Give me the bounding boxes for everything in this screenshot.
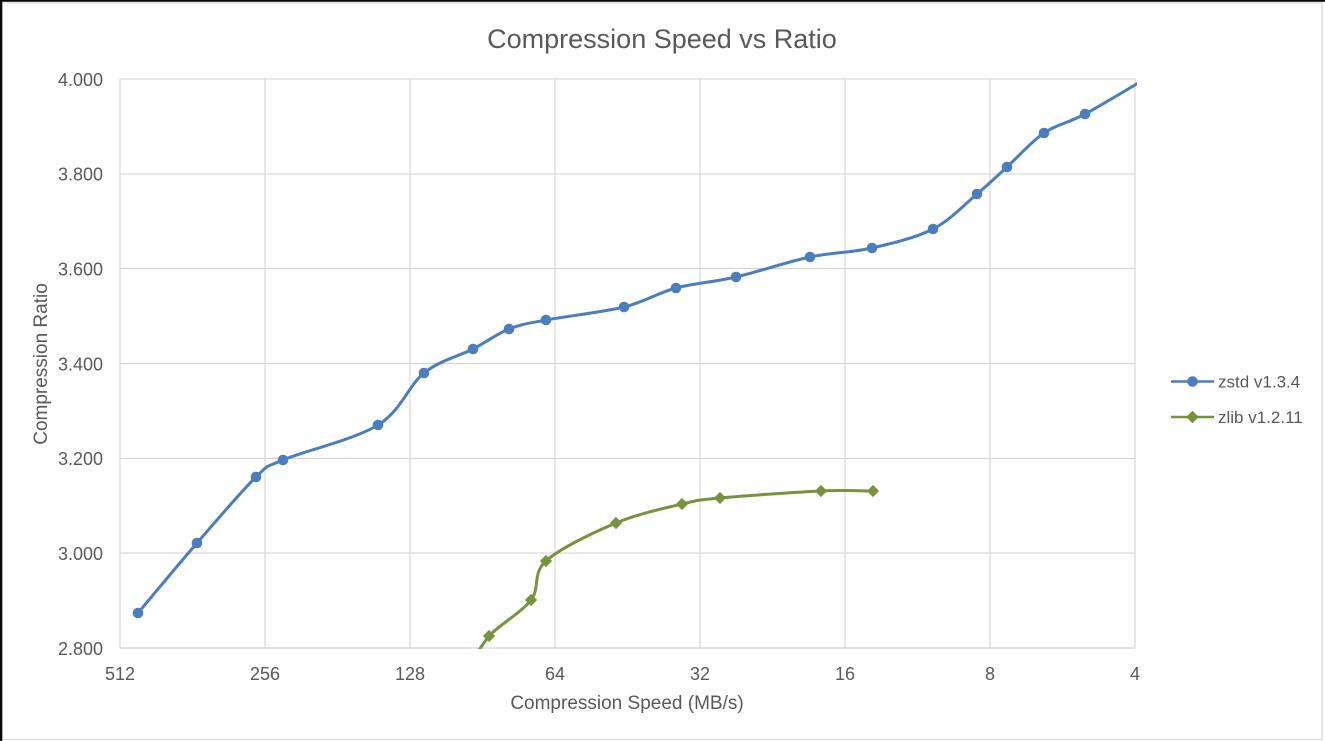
svg-text:32: 32 <box>690 664 710 684</box>
svg-text:128: 128 <box>395 664 425 684</box>
svg-text:Compression Speed vs Ratio: Compression Speed vs Ratio <box>487 24 837 54</box>
svg-text:512: 512 <box>105 664 135 684</box>
svg-text:zlib v1.2.11: zlib v1.2.11 <box>1218 408 1303 427</box>
svg-text:3.800: 3.800 <box>58 165 103 185</box>
svg-text:3.200: 3.200 <box>58 449 103 469</box>
svg-text:64: 64 <box>545 664 565 684</box>
svg-text:4.000: 4.000 <box>58 70 103 90</box>
svg-text:256: 256 <box>250 664 280 684</box>
svg-text:zstd v1.3.4: zstd v1.3.4 <box>1218 373 1300 392</box>
svg-text:8: 8 <box>985 664 995 684</box>
svg-text:3.000: 3.000 <box>58 544 103 564</box>
svg-text:16: 16 <box>835 664 855 684</box>
svg-text:2.800: 2.800 <box>58 639 103 659</box>
svg-text:3.600: 3.600 <box>58 260 103 280</box>
svg-text:4: 4 <box>1130 664 1140 684</box>
svg-text:Compression Ratio: Compression Ratio <box>31 283 52 445</box>
svg-text:Compression Speed (MB/s): Compression Speed (MB/s) <box>510 693 743 714</box>
svg-text:3.400: 3.400 <box>58 354 103 374</box>
